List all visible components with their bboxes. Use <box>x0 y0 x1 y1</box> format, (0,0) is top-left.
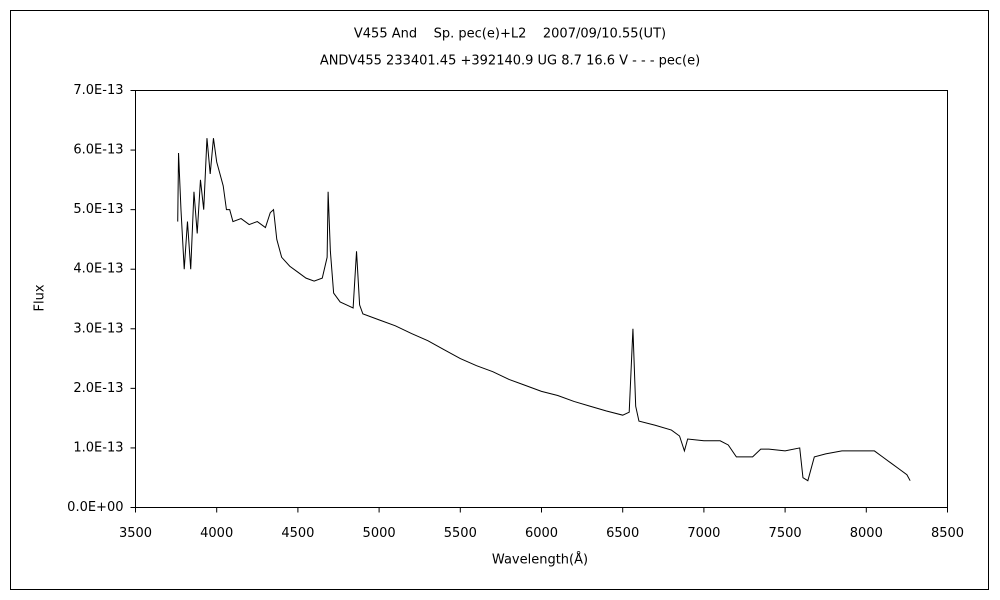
y-axis-label: Flux <box>33 284 48 311</box>
spectrum-line <box>177 138 911 482</box>
y-tick-label: 4.0E-13 <box>73 262 123 277</box>
x-tick-label: 8500 <box>931 526 964 541</box>
x-tick-label: 7000 <box>687 526 720 541</box>
x-tick-label: 7500 <box>769 526 802 541</box>
x-tick-label: 6000 <box>525 526 558 541</box>
x-tick-label: 4000 <box>200 526 233 541</box>
x-tick-label: 4500 <box>281 526 314 541</box>
x-tick-label: 8000 <box>850 526 883 541</box>
y-tick-label: 1.0E-13 <box>73 440 123 455</box>
chart-border <box>10 10 989 590</box>
chart-title: V455 And Sp. pec(e)+L2 2007/09/10.55(UT) <box>354 27 666 42</box>
x-tick-label: 5500 <box>444 526 477 541</box>
y-tick-label: 3.0E-13 <box>73 321 123 336</box>
y-tick-label: 5.0E-13 <box>73 202 123 217</box>
x-tick-label: 5000 <box>363 526 396 541</box>
x-tick-label: 3500 <box>119 526 152 541</box>
chart-subtitle: ANDV455 233401.45 +392140.9 UG 8.7 16.6 … <box>320 54 700 69</box>
x-axis-label: Wavelength(Å) <box>492 552 588 568</box>
y-tick-label: 2.0E-13 <box>73 381 123 396</box>
y-tick-label: 6.0E-13 <box>73 143 123 158</box>
y-tick-label: 0.0E+00 <box>67 500 123 515</box>
x-tick-label: 6500 <box>606 526 639 541</box>
y-tick-label: 7.0E-13 <box>73 83 123 98</box>
